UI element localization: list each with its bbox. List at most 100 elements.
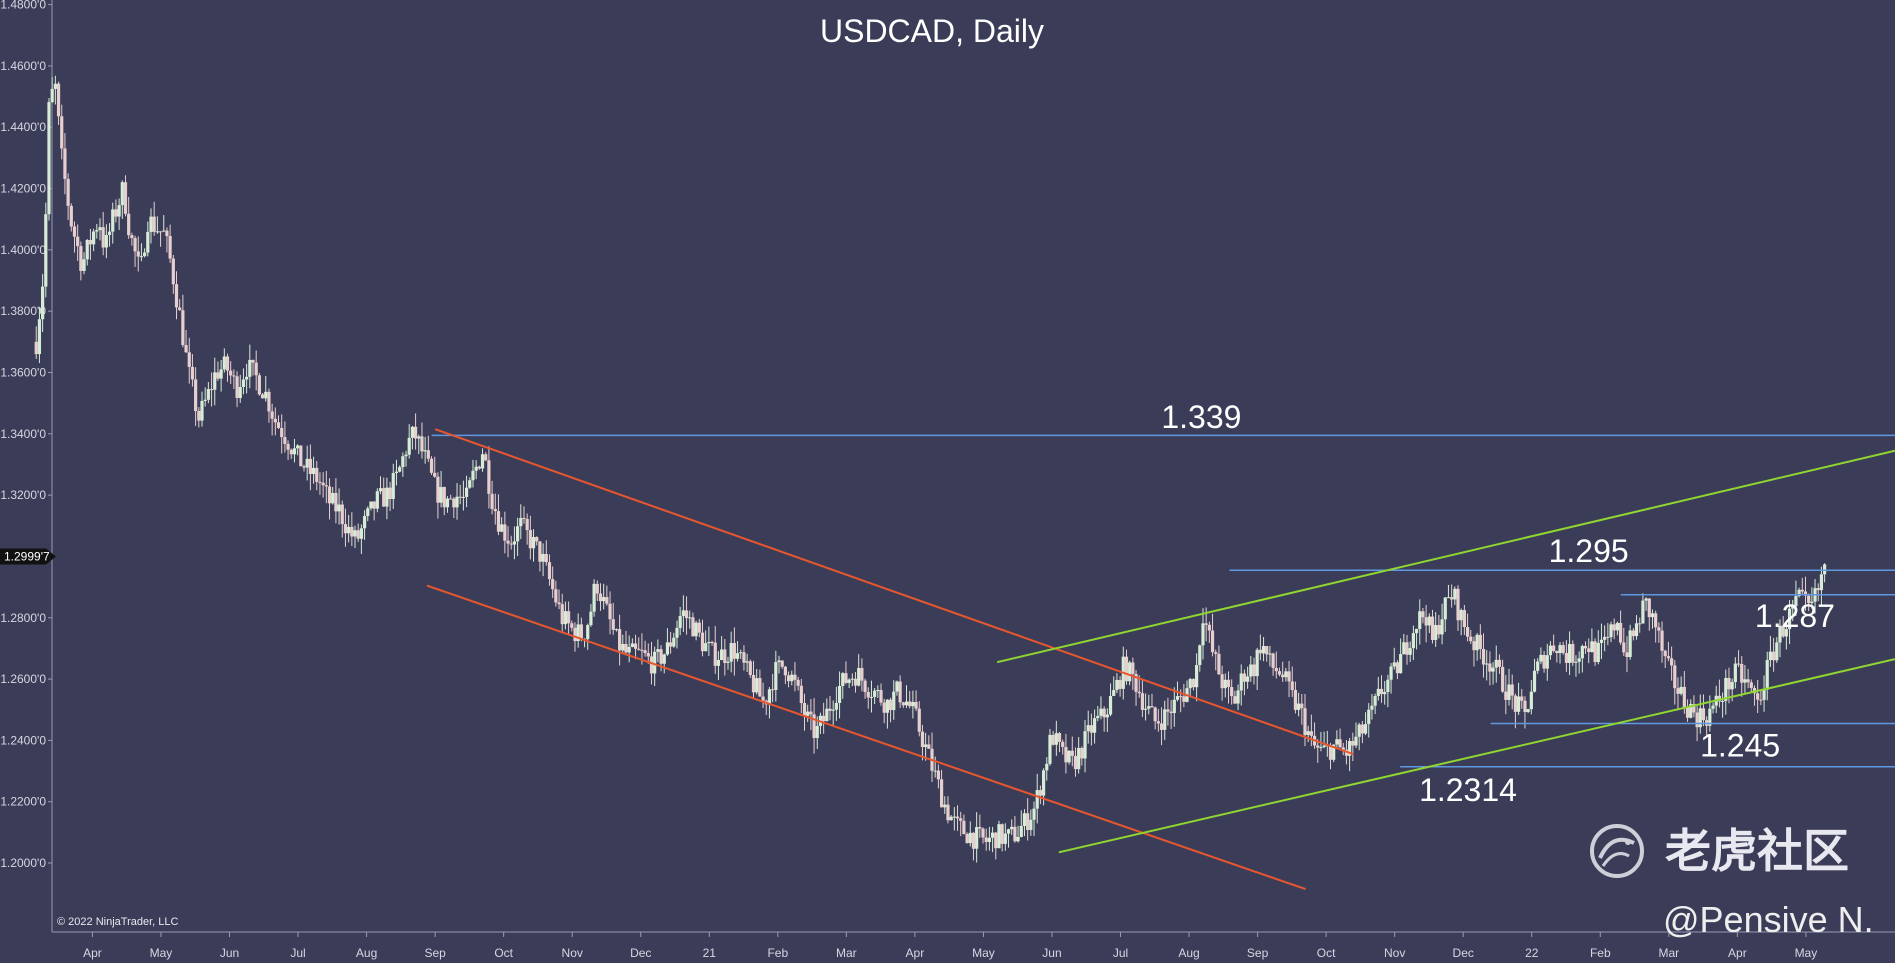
candle-up [248, 359, 252, 377]
candle-up [1086, 725, 1090, 732]
candle-up [1650, 613, 1655, 618]
candle-up [592, 583, 596, 612]
y-tick-label: 1.4400'0 [0, 120, 46, 134]
candle-up [1045, 763, 1049, 771]
candle-up [203, 399, 207, 401]
candle-up [1389, 666, 1393, 680]
candle-down [1026, 813, 1030, 830]
candle-down [691, 617, 695, 637]
candle-up [949, 816, 953, 821]
candle-up [834, 702, 838, 710]
candle-up [417, 436, 421, 439]
candle-down [60, 116, 64, 149]
candle-down [1542, 654, 1546, 669]
candle-up [1724, 677, 1728, 701]
candle-up [1590, 641, 1594, 653]
candle-down [1000, 824, 1004, 844]
candle-up [1609, 624, 1613, 638]
candle-down [299, 445, 303, 467]
candle-down [308, 458, 312, 474]
y-tick-label: 1.2400'0 [0, 733, 46, 747]
x-tick-label: Apr [906, 946, 925, 960]
candle-up [1434, 624, 1438, 640]
candle-down [1210, 630, 1215, 653]
candle-up [1198, 645, 1202, 666]
candle-up [1775, 642, 1779, 661]
candle-up [1567, 644, 1572, 663]
candle-up [1539, 654, 1543, 662]
candle-up [1092, 718, 1097, 733]
candle-down [1462, 610, 1466, 628]
candle-up [1411, 633, 1415, 649]
candle-down [1740, 663, 1744, 683]
candle-up [1195, 665, 1199, 688]
candle-down [273, 418, 277, 423]
candle-down [761, 696, 765, 701]
candle-down [936, 770, 940, 780]
x-tick-label: Feb [1590, 946, 1611, 960]
candle-down [69, 205, 73, 227]
y-axis-ticks: 1.4800'0 1.4600'0 1.4400'0 1.4200'0 1.4000'0… [0, 0, 52, 870]
candle-down [1647, 598, 1651, 618]
candle-down [1316, 745, 1320, 748]
candle-down [286, 443, 290, 450]
candle-down [1692, 703, 1696, 713]
candle-up [1083, 731, 1087, 759]
candle-down [771, 689, 775, 691]
candle-up [461, 496, 466, 498]
candle-up [1494, 659, 1498, 668]
candle-up [480, 454, 485, 469]
candle-up [1459, 610, 1463, 621]
candle-up [857, 668, 861, 686]
candle-down [697, 622, 701, 633]
candle-down [1552, 645, 1556, 652]
candle-down [560, 604, 564, 625]
candle-down [1080, 747, 1084, 759]
candle-down [88, 239, 93, 245]
x-tick-label: Jun [220, 946, 239, 960]
candle-down [1430, 616, 1435, 640]
candle-down [340, 504, 344, 525]
candle-down [1481, 648, 1486, 665]
candle-down [1424, 617, 1428, 626]
candle-up [1386, 679, 1390, 692]
candle-down [1013, 826, 1017, 842]
candle-up [1163, 709, 1167, 730]
candle-down [669, 642, 673, 647]
candle-down [388, 487, 392, 499]
y-tick-label: 1.3200'0 [0, 488, 46, 502]
horizontal-levels [431, 434, 1895, 768]
candle-down [449, 498, 453, 500]
candle-up [1029, 819, 1033, 830]
candle-up [305, 458, 309, 468]
candle-up [952, 816, 956, 818]
candle-down [209, 389, 214, 391]
candle-down [1673, 665, 1677, 689]
candle-down [1561, 645, 1565, 653]
candle-down [1131, 662, 1135, 674]
candle-up [238, 386, 242, 398]
candle-up [1144, 708, 1148, 710]
candle-up [512, 541, 517, 545]
candle-down [611, 619, 615, 630]
candle-up [1679, 686, 1683, 694]
candle-up [1711, 705, 1715, 709]
candle-down [1488, 663, 1492, 672]
candle-up [439, 487, 443, 503]
candle-up [688, 617, 692, 619]
candle-down [908, 701, 912, 707]
candle-down [637, 648, 641, 650]
candle-up [1255, 649, 1259, 677]
candle-up [155, 231, 159, 233]
candle-up [1516, 696, 1521, 712]
candle-down [624, 644, 628, 653]
candle-down [1501, 666, 1505, 692]
y-tick-label: 1.2000'0 [0, 856, 46, 870]
candle-down [1089, 725, 1094, 733]
candle-up [735, 653, 740, 659]
candle-down [1252, 664, 1256, 677]
candle-down [276, 422, 281, 428]
y-tick-label: 1.4000'0 [0, 243, 46, 257]
candle-down [633, 643, 638, 649]
